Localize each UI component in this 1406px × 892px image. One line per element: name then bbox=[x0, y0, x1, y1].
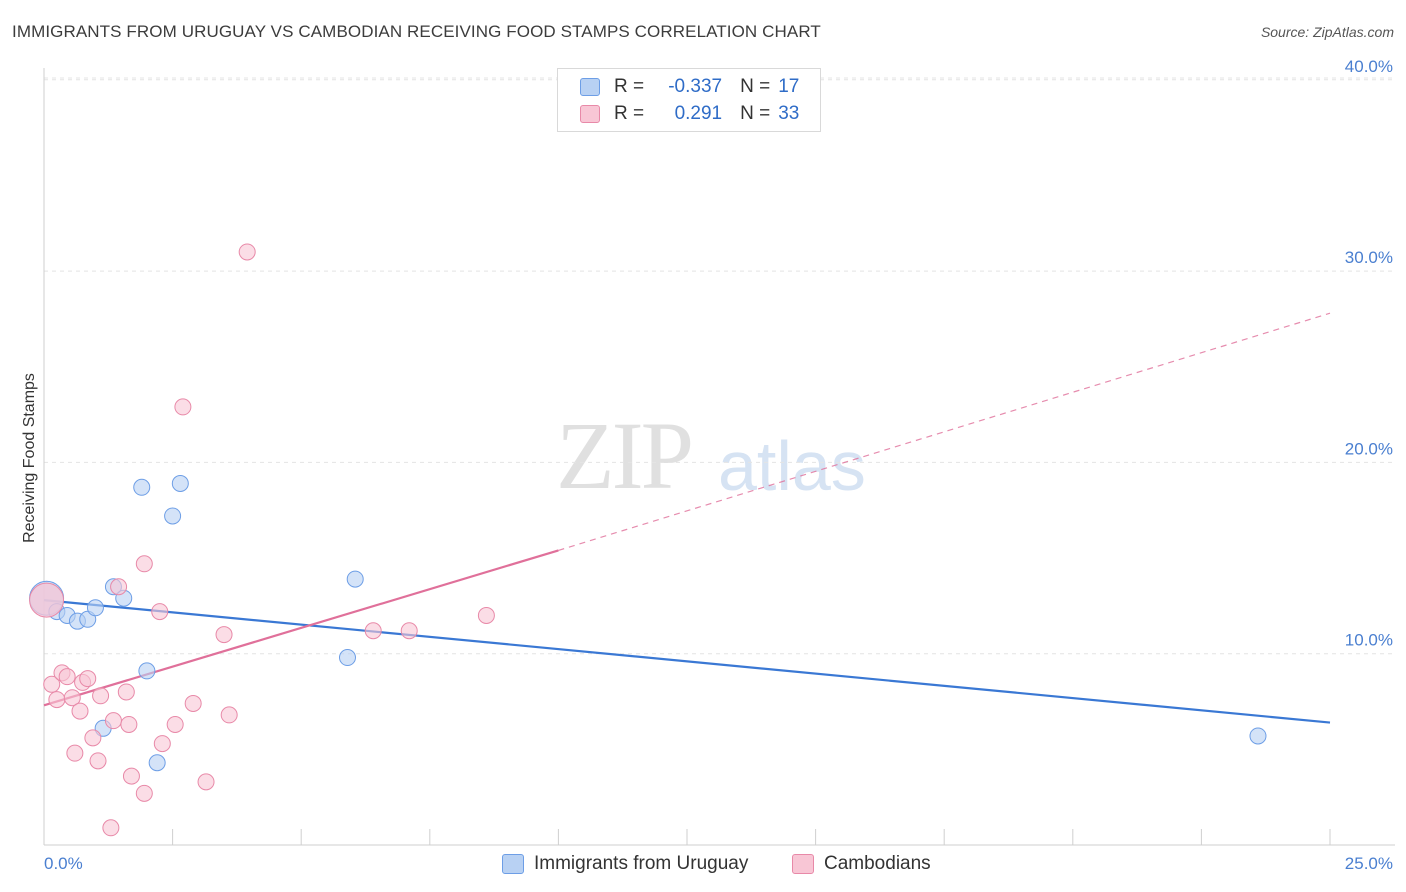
x-tick-label: 0.0% bbox=[44, 854, 83, 873]
cambodian-point bbox=[58, 668, 76, 686]
legend-swatch-blue bbox=[580, 78, 600, 96]
cambodian-point bbox=[238, 243, 256, 261]
legend-r-value: 0.291 bbox=[674, 103, 723, 124]
uruguay-point bbox=[148, 754, 166, 772]
uruguay-trend-line bbox=[43, 599, 1331, 724]
legend-n-value: 33 bbox=[778, 103, 800, 124]
cambodian-point bbox=[71, 702, 89, 720]
y-tick-label: 30.0% bbox=[1345, 248, 1393, 267]
cambodian-point bbox=[120, 715, 138, 733]
cambodian-point bbox=[102, 819, 120, 837]
cambodian-point bbox=[215, 626, 233, 644]
cambodian-point bbox=[135, 784, 153, 802]
bottom-legend-swatch-blue bbox=[502, 854, 524, 874]
cambodian-point bbox=[197, 773, 215, 791]
cambodian-point bbox=[43, 675, 61, 693]
bottom-legend-uruguay[interactable]: Immigrants from Uruguay bbox=[502, 852, 748, 876]
uruguay-point bbox=[1249, 727, 1267, 745]
y-tick-label: 10.0% bbox=[1345, 631, 1393, 650]
cambodian-point bbox=[153, 735, 171, 753]
legend-row-cambodians: R = 0.291 N = 33 bbox=[580, 102, 799, 126]
y-tick-label: 20.0% bbox=[1345, 439, 1393, 458]
cambodian-point bbox=[79, 670, 97, 688]
cambodian-point bbox=[364, 622, 382, 640]
legend-n-value: 17 bbox=[778, 76, 800, 97]
bottom-legend-swatch-pink bbox=[792, 854, 814, 874]
legend-r-label: R = bbox=[614, 76, 645, 97]
uruguay-point bbox=[164, 507, 182, 525]
cambodian-point bbox=[151, 603, 169, 621]
watermark-zip: ZIP bbox=[556, 402, 694, 509]
cambodian-point bbox=[89, 752, 107, 770]
bottom-legend-label: Immigrants from Uruguay bbox=[534, 853, 749, 874]
cambodian-trend-extension bbox=[558, 312, 1331, 551]
cambodian-point bbox=[110, 578, 128, 596]
cambodian-point bbox=[220, 706, 238, 724]
legend-row-uruguay: R = -0.337 N = 17 bbox=[580, 75, 799, 99]
cambodian-point bbox=[135, 555, 153, 573]
y-tick-label: 40.0% bbox=[1345, 57, 1393, 76]
cambodian-point bbox=[122, 767, 140, 785]
cambodian-point bbox=[92, 687, 110, 705]
cambodian-point bbox=[184, 694, 202, 712]
uruguay-point bbox=[133, 478, 151, 496]
cambodian-point bbox=[84, 729, 102, 747]
uruguay-point bbox=[86, 599, 104, 617]
legend-n-label: N = bbox=[740, 76, 771, 97]
data-points bbox=[29, 243, 1267, 837]
cambodian-trend-line bbox=[43, 549, 559, 707]
cambodian-point bbox=[477, 606, 495, 624]
watermark-atlas: atlas bbox=[718, 427, 866, 505]
uruguay-point bbox=[171, 474, 189, 492]
cambodian-point bbox=[104, 712, 122, 730]
uruguay-point bbox=[346, 570, 364, 588]
axes bbox=[43, 68, 1395, 846]
cambodian-point bbox=[29, 582, 65, 618]
chart-title: IMMIGRANTS FROM URUGUAY VS CAMBODIAN REC… bbox=[12, 22, 821, 41]
y-axis-label: Receiving Food Stamps bbox=[21, 373, 38, 543]
cambodian-point bbox=[166, 715, 184, 733]
gridlines bbox=[44, 77, 1395, 655]
legend-swatch-pink bbox=[580, 105, 600, 123]
correlation-legend: R = -0.337 N = 17 R = 0.291 N = 33 bbox=[557, 68, 821, 132]
uruguay-point bbox=[138, 662, 156, 680]
legend-n-label: N = bbox=[740, 103, 771, 124]
trend-lines bbox=[43, 312, 1331, 724]
bottom-legend-label: Cambodians bbox=[824, 853, 931, 874]
uruguay-point bbox=[338, 649, 356, 667]
cambodian-point bbox=[174, 398, 192, 416]
cambodian-point bbox=[63, 689, 81, 707]
bottom-legend-cambodians[interactable]: Cambodians bbox=[792, 852, 931, 876]
x-tick-label: 25.0% bbox=[1345, 854, 1393, 873]
source-label: Source: ZipAtlas.com bbox=[1260, 24, 1394, 40]
cambodian-point bbox=[117, 683, 135, 701]
cambodian-point bbox=[48, 691, 66, 709]
tick-labels: 10.0% 20.0% 30.0% 40.0% 0.0% 25.0% Receiving F… bbox=[21, 57, 1393, 873]
cambodian-point bbox=[66, 744, 84, 762]
legend-r-value: -0.337 bbox=[668, 76, 723, 97]
cambodian-point bbox=[400, 622, 418, 640]
legend-r-label: R = bbox=[614, 103, 645, 124]
